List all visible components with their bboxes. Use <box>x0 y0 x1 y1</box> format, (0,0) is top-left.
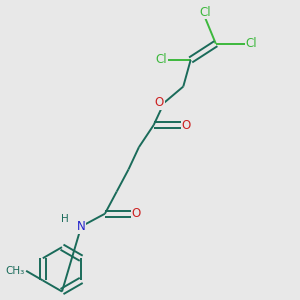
Text: CH₃: CH₃ <box>5 266 25 276</box>
Text: H: H <box>61 214 69 224</box>
Text: O: O <box>155 96 164 109</box>
Text: Cl: Cl <box>245 37 257 50</box>
Text: Cl: Cl <box>155 53 167 66</box>
Text: N: N <box>77 220 85 233</box>
Text: O: O <box>131 207 141 220</box>
Text: Cl: Cl <box>200 5 211 19</box>
Text: O: O <box>182 118 191 131</box>
